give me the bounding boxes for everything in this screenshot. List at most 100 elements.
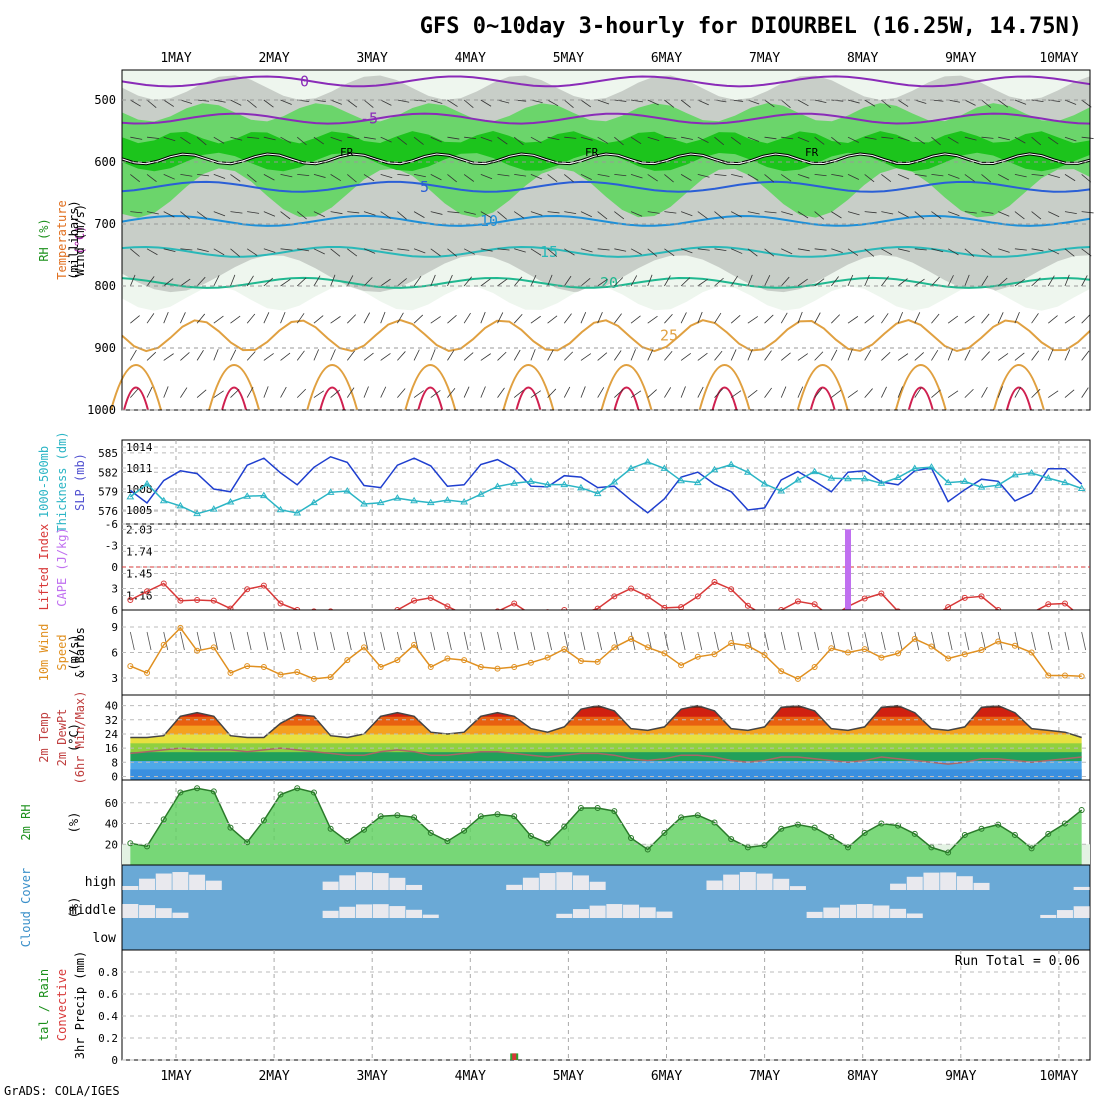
wind-barb <box>931 174 944 177</box>
wind-barb <box>730 314 741 324</box>
wind-speed-series-point <box>845 649 851 656</box>
thickness-series-point <box>560 480 569 488</box>
wind-barb <box>747 99 760 105</box>
wind-barb <box>697 99 709 106</box>
wind-barb <box>780 352 791 361</box>
wind-speed-series-point <box>310 675 317 682</box>
date-axis: 1MAY 1MAY 2MAY 2MAY 3MAY 3MAY 4MAY 4MAY 5MAY 5MAY… <box>160 51 1078 1084</box>
wind-barb <box>130 136 143 140</box>
thickness-series-point <box>777 487 786 494</box>
wind-barb <box>897 278 908 287</box>
wind-speed-series-point <box>594 658 601 665</box>
wind-barb <box>764 275 771 287</box>
date-tick-bottom: 2MAY <box>258 1069 289 1084</box>
thickness-series-point <box>1044 474 1053 481</box>
surface-temperature-contour <box>404 364 457 411</box>
wind-barb <box>681 136 693 140</box>
surface-wind-barb <box>931 631 936 651</box>
panel-unit-label: (%) <box>67 812 81 834</box>
wind-barb <box>129 274 136 287</box>
wind-barb <box>714 248 727 252</box>
wind-barb <box>697 136 709 144</box>
wind-barb <box>163 248 176 252</box>
date-tick-top: 9MAY <box>945 51 976 66</box>
wind-speed-series-point <box>728 640 735 647</box>
wind-barb <box>397 99 410 103</box>
wind-barb <box>347 248 358 257</box>
lifted-index-series-point <box>244 586 251 593</box>
surface-wind-barb <box>714 631 719 651</box>
middle-cloud-bar <box>572 909 589 918</box>
wind-speed-series-point <box>644 644 651 651</box>
wind-barb <box>463 174 475 182</box>
thickness-series-point <box>710 465 719 473</box>
wind-barb <box>1081 211 1094 214</box>
wind-barb <box>814 174 827 177</box>
wind-barb <box>714 174 727 176</box>
wind-barb <box>563 275 572 287</box>
surface-wind-barb <box>764 631 769 651</box>
wind-barb <box>196 389 207 398</box>
wind-barb <box>1031 313 1039 324</box>
middle-cloud-bar <box>172 912 189 918</box>
rh-series-point <box>594 804 601 811</box>
rh-series-point <box>277 791 284 798</box>
wind-barb <box>463 312 471 324</box>
wind-barb <box>180 352 190 361</box>
temperature-contour-label: 15 <box>540 243 558 261</box>
wind-barb <box>580 99 592 108</box>
wind-barb <box>630 315 641 324</box>
surface-temperature-contour <box>992 364 1045 411</box>
surface-temperature-contour <box>123 386 149 411</box>
wind-barb <box>747 274 753 287</box>
surface-wind-barb <box>480 631 486 651</box>
date-tick-top: 8MAY <box>847 51 878 66</box>
wind-barb <box>480 99 492 107</box>
wind-barb <box>1048 390 1059 398</box>
surface-wind-barb <box>396 631 402 651</box>
high-cloud-bar <box>589 881 606 890</box>
wind-barb <box>397 248 410 251</box>
wind-speed-series-point <box>361 644 367 651</box>
wind-barb <box>213 99 226 103</box>
panel-ylabel: 2m DewPt <box>55 709 69 767</box>
thickness-series-point <box>693 478 702 486</box>
wind-barb <box>1081 275 1088 287</box>
wind-barb <box>881 211 894 215</box>
wind-barb <box>447 350 455 361</box>
wind-barb <box>413 275 422 287</box>
wind-barb <box>647 315 658 324</box>
wind-barb <box>346 387 355 398</box>
thickness-series-point <box>610 478 619 485</box>
wind-barb <box>497 136 508 145</box>
wind-barb <box>363 312 371 324</box>
wind-barb <box>680 99 691 108</box>
wind-barb <box>480 278 491 287</box>
temperature-contour <box>121 214 1091 227</box>
wind-barb <box>664 211 677 214</box>
wind-speed-series-point <box>127 663 134 670</box>
wind-barb <box>363 248 376 254</box>
wind-barb <box>814 136 825 145</box>
wind-barb <box>730 211 742 218</box>
wind-barb <box>246 313 256 324</box>
surface-wind-barb <box>1081 631 1087 651</box>
pressure-tick: 800 <box>94 279 116 293</box>
wind-barb <box>1031 211 1042 220</box>
temperature-tick: 0 <box>111 770 118 783</box>
wind-barb <box>463 99 474 109</box>
date-tick-bottom: 8MAY <box>847 1069 878 1084</box>
wind-barb <box>564 99 574 108</box>
wind-barb <box>363 352 374 361</box>
wind-barb <box>881 248 893 256</box>
thickness-series-point <box>426 498 435 506</box>
wind-barb <box>614 277 624 287</box>
surface-temperature-contour <box>711 386 738 411</box>
wind-barb <box>163 311 169 324</box>
panel-ylabel: Thickness (dm) <box>55 431 69 532</box>
wind-barb <box>397 211 407 220</box>
wind-barb <box>130 211 143 214</box>
wind-barb <box>246 99 257 108</box>
wind-barb <box>1081 174 1092 183</box>
wind-barb <box>1014 174 1027 178</box>
